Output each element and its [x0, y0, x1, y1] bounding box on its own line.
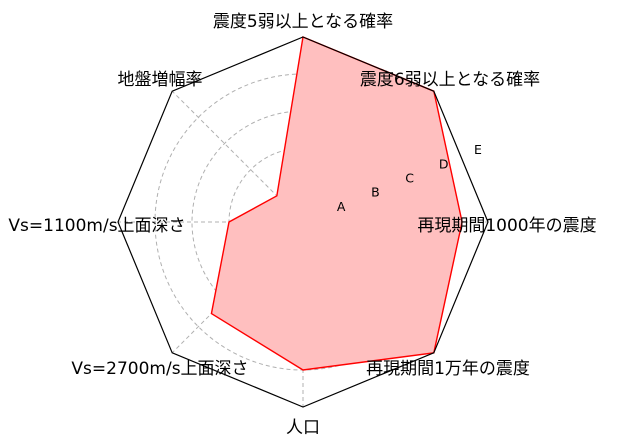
category-label-5: 人口: [286, 418, 320, 438]
category-label-8: 地盤増幅率: [118, 70, 203, 90]
radial-tick-B: B: [371, 185, 380, 200]
series-line-1: [210, 36, 463, 371]
category-label-3: 再現期間1000年の震度: [417, 216, 596, 236]
outer-frame: [117, 36, 489, 408]
category-label-1: 震度5弱以上となる確率: [213, 12, 393, 32]
category-label-6: Vs=2700m/s上面深さ: [71, 359, 248, 379]
radar-outer-frame: [117, 36, 489, 408]
category-label-2: 震度6弱以上となる確率: [360, 70, 540, 90]
series-area-1: [211, 37, 463, 370]
category-label-4: 再現期間1万年の震度: [366, 359, 530, 379]
radar-series: [210, 36, 463, 371]
radial-tick-C: C: [405, 171, 414, 186]
radial-tick-A: A: [337, 199, 346, 214]
radial-tick-D: D: [439, 156, 449, 171]
category-labels: 震度5弱以上となる確率震度6弱以上となる確率再現期間1000年の震度再現期間1万…: [8, 12, 596, 438]
radial-tick-labels: A B C D E: [337, 142, 482, 214]
category-label-7: Vs=1100m/s上面深さ: [8, 216, 185, 236]
radial-tick-E: E: [474, 142, 482, 157]
